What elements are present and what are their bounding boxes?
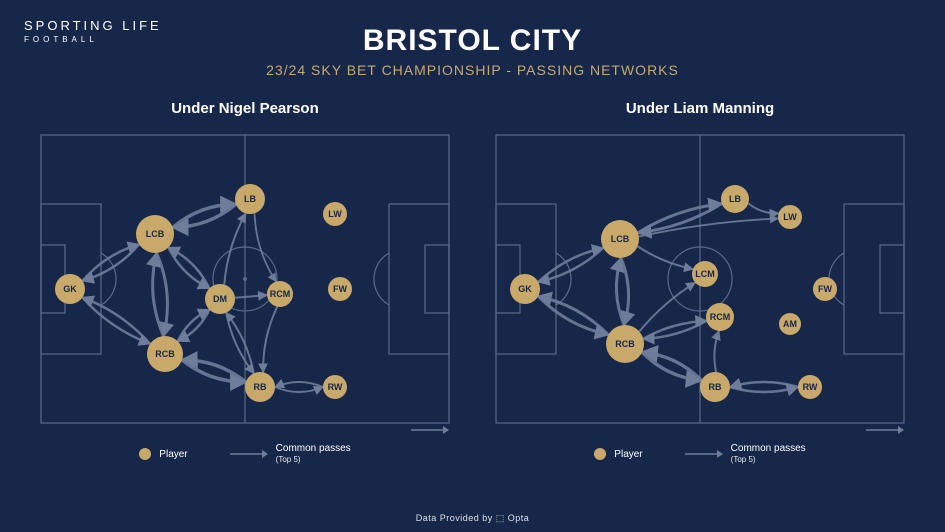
player-node-gk: GK	[510, 274, 540, 304]
legend-passes-label: Common passes(Top 5)	[731, 443, 806, 465]
player-node-dm: DM	[205, 284, 235, 314]
player-node-lw: LW	[778, 205, 802, 229]
player-node-lb: LB	[235, 184, 265, 214]
direction-arrow-icon	[409, 424, 449, 436]
legend-player-label: Player	[159, 449, 187, 460]
player-node-am: AM	[779, 313, 801, 335]
page-title: BRISTOL CITY	[0, 24, 945, 58]
player-node-lcb: LCB	[136, 215, 174, 253]
legend-arrow-icon	[683, 449, 723, 459]
panel-1: Under Liam Manning GK LCB RCB LB RB LCM RCM LW R…	[490, 100, 910, 465]
legend-player-label: Player	[614, 449, 642, 460]
player-node-rcb: RCB	[606, 325, 644, 363]
player-node-rw: RW	[323, 375, 347, 399]
pitch: GK LCB RCB LB RB LCM RCM LW RW AM FW	[490, 129, 910, 429]
player-node-fw: FW	[328, 277, 352, 301]
player-node-rcm: RCM	[267, 281, 293, 307]
legend: Player Common passes(Top 5)	[35, 443, 455, 465]
player-node-fw: FW	[813, 277, 837, 301]
legend-player: Player	[139, 448, 187, 460]
direction-arrow	[864, 423, 904, 441]
direction-arrow	[409, 423, 449, 441]
legend-dot-icon	[594, 448, 606, 460]
legend-dot-icon	[139, 448, 151, 460]
legend-passes-label: Common passes(Top 5)	[276, 443, 351, 465]
panel-0: Under Nigel Pearson GK LCB RCB LB RB DM RCM LW R…	[35, 100, 455, 465]
legend-player: Player	[594, 448, 642, 460]
pitch: GK LCB RCB LB RB DM RCM LW RW FW	[35, 129, 455, 429]
player-node-lw: LW	[323, 202, 347, 226]
legend: Player Common passes(Top 5)	[490, 443, 910, 465]
panels-container: Under Nigel Pearson GK LCB RCB LB RB DM RCM LW R…	[0, 100, 945, 465]
data-credit: Data Provided by ⬚ Opta	[0, 513, 945, 524]
legend-passes: Common passes(Top 5)	[683, 443, 806, 465]
player-node-gk: GK	[55, 274, 85, 304]
player-node-rcm: RCM	[706, 303, 734, 331]
legend-passes: Common passes(Top 5)	[228, 443, 351, 465]
panel-title: Under Liam Manning	[490, 100, 910, 117]
player-node-rcb: RCB	[147, 336, 183, 372]
player-node-lcm: LCM	[692, 261, 718, 287]
player-node-rw: RW	[798, 375, 822, 399]
player-node-lcb: LCB	[601, 220, 639, 258]
panel-title: Under Nigel Pearson	[35, 100, 455, 117]
player-node-lb: LB	[721, 185, 749, 213]
page-subtitle: 23/24 SKY BET CHAMPIONSHIP - PASSING NET…	[0, 62, 945, 78]
legend-arrow-icon	[228, 449, 268, 459]
direction-arrow-icon	[864, 424, 904, 436]
player-node-rb: RB	[245, 372, 275, 402]
player-node-rb: RB	[700, 372, 730, 402]
